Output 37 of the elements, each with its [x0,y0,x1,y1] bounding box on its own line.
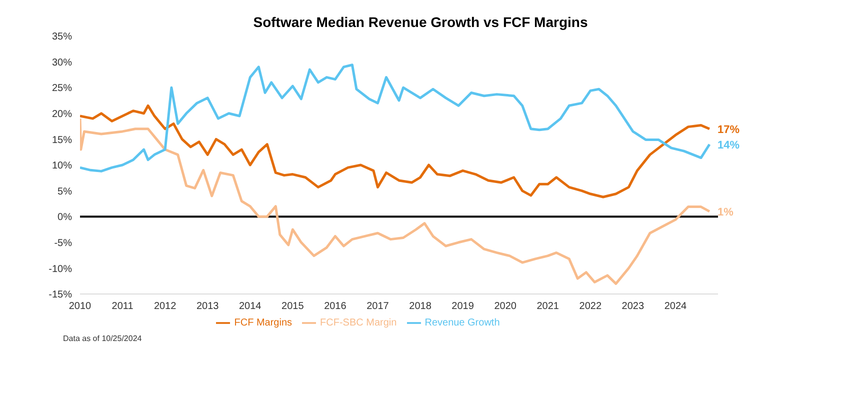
x-tick-label: 2011 [112,301,134,312]
y-tick-label: 5% [58,186,72,198]
y-tick-label: -15% [48,290,72,301]
legend-label: Revenue Growth [424,318,500,329]
y-tick-label: -10% [48,264,72,275]
x-tick-label: 2023 [622,301,644,312]
x-tick-label: 2015 [282,301,304,312]
y-tick-label: 30% [52,57,72,68]
y-tick-label: 25% [52,83,72,94]
y-tick-label: 15% [52,134,72,146]
x-tick-label: 2021 [536,301,560,312]
x-tick-label: 2016 [324,301,347,312]
y-tick-label: 35% [52,32,72,43]
y-tick-label: -5% [54,238,72,249]
line-series [80,104,711,198]
x-tick-label: 2024 [664,301,688,312]
x-tick-label: 2010 [68,301,92,312]
text: Data as of 10/25/2024 [63,334,143,343]
x-tick-label: 2018 [409,301,432,312]
chart-title: Software Median Revenue Growth vs FCF Margins [252,13,589,30]
data-label: 17% [717,124,740,136]
legend-label: FCF Margins [234,318,292,329]
x-tick-label: 2019 [452,301,474,312]
data-label: 1% [717,206,734,218]
x-tick-label: 2017 [366,301,390,312]
x-tick-label: 2022 [579,301,602,312]
y-tick-label: 0% [58,212,72,224]
x-tick-label: 2014 [239,301,262,312]
x-tick-label: 2020 [494,301,517,312]
data-label: 14% [717,139,740,152]
x-tick-label: 2012 [154,301,177,312]
y-tick-label: 10% [52,160,72,172]
line-series [80,64,711,172]
legend-label: FCF-SBC Margin [320,318,397,329]
line-series [80,117,711,285]
y-tick-label: 20% [52,108,72,120]
x-tick-label: 2013 [196,301,220,312]
